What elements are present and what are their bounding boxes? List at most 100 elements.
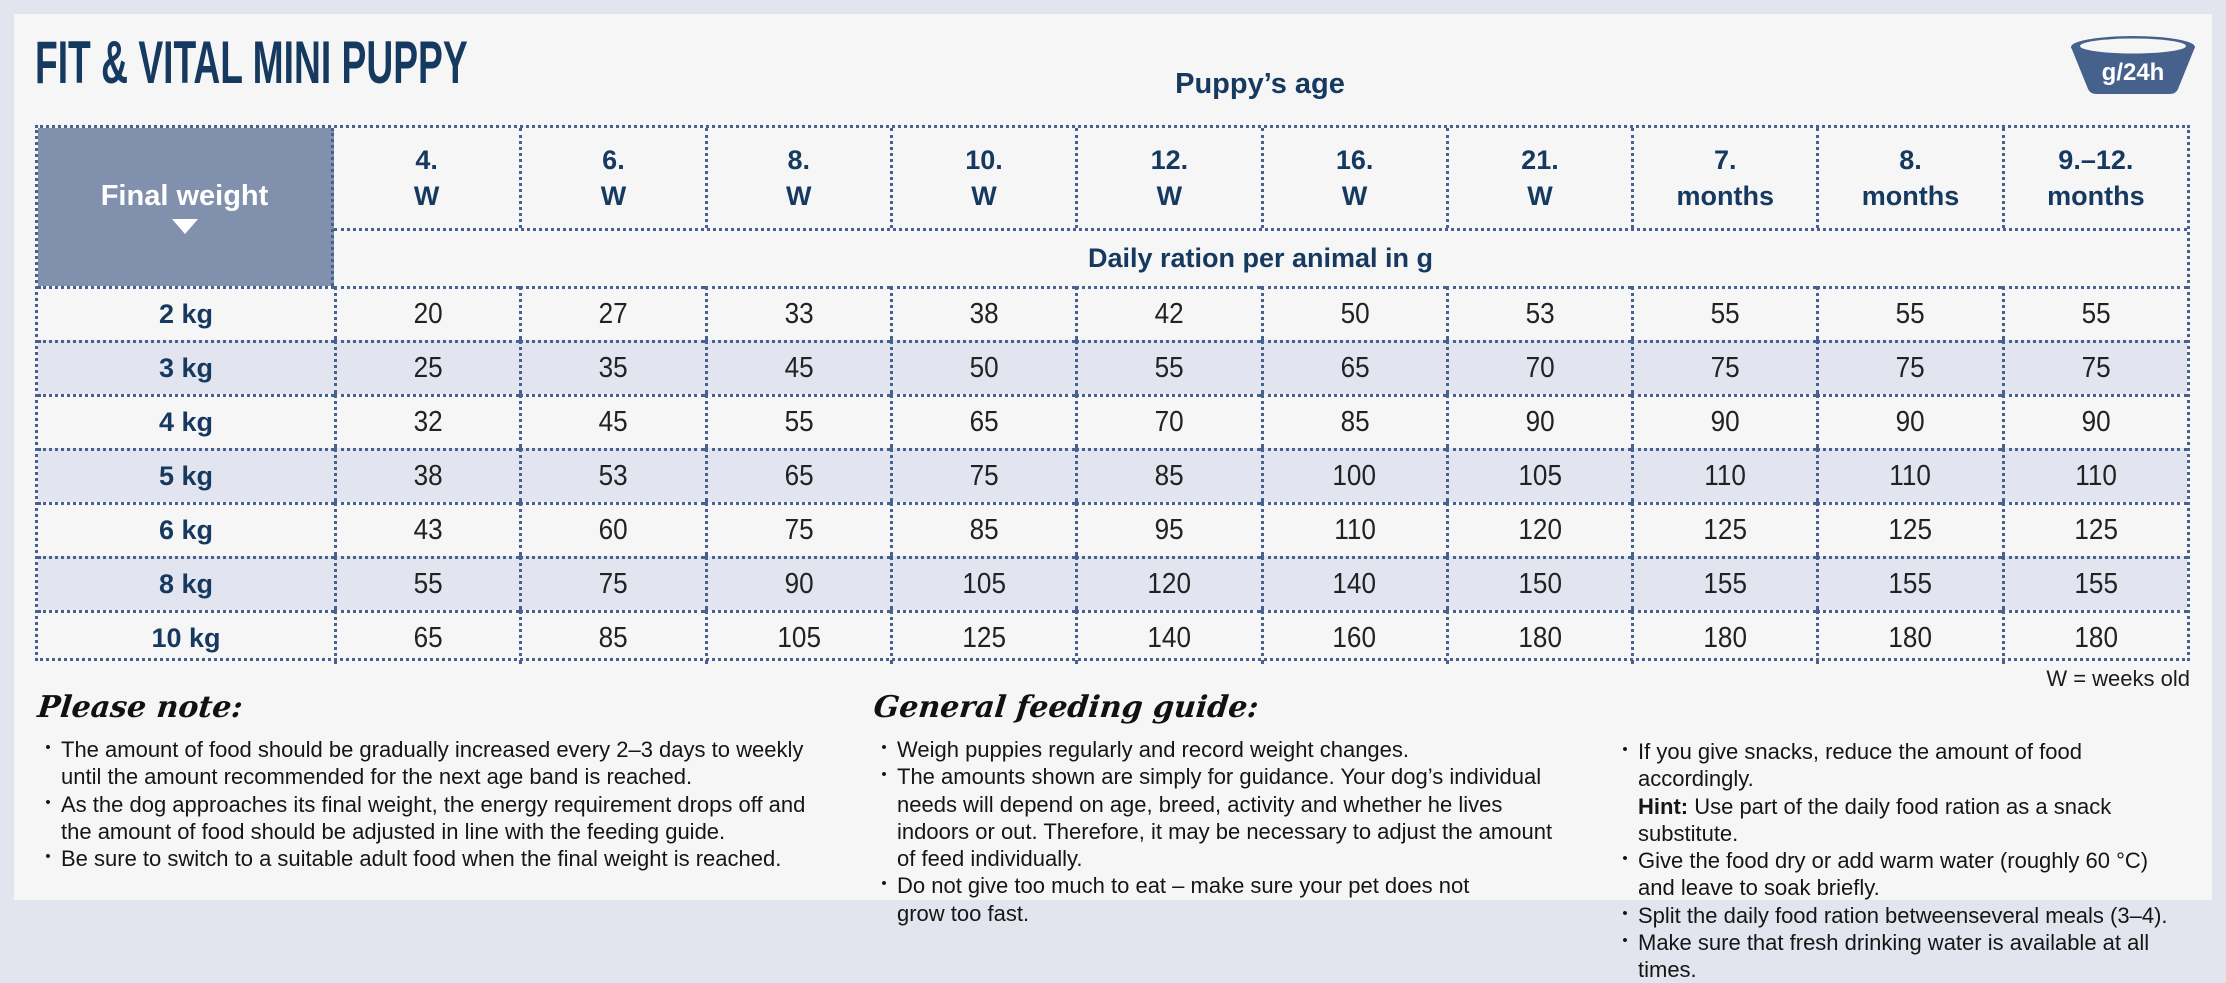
age-header-cell: 9.–12. months [2001,128,2187,228]
ration-value-cell: 105 [889,556,1076,610]
ration-value: 155 [1888,568,1933,600]
age-unit: W [971,181,997,211]
ration-value: 45 [784,352,814,384]
age-unit: W [786,181,812,211]
ration-value: 75 [969,460,999,492]
age-number: 9.–12. [2058,144,2134,175]
ration-value-cell: 20 [334,286,520,340]
ration-value: 90 [1896,406,1926,438]
ration-value: 25 [413,352,443,384]
ration-value: 85 [1340,406,1370,438]
age-number: 4. [415,144,438,175]
ration-value: 105 [962,568,1006,600]
weight-row-header: 2 kg [38,286,334,340]
ration-value: 125 [1703,514,1748,546]
age-unit: W [1527,181,1553,211]
ration-value: 90 [784,568,814,600]
age-number: 8. [787,144,810,175]
weight-row-header: 5 kg [38,448,334,502]
age-header-cell: 6. W [519,128,704,228]
bowl-icon-label: g/24h [2102,59,2165,86]
ration-value: 150 [1518,568,1562,600]
ration-value: 38 [969,298,999,330]
ration-value-cell: 50 [889,340,1076,394]
weight-row-header: 8 kg [38,556,334,610]
ration-value-cell: 27 [519,286,705,340]
ration-value: 100 [1332,460,1377,492]
ration-value: 155 [1703,568,1748,600]
ration-value: 125 [2074,514,2118,546]
page-title: FIT & VITAL MINI PUPPY [35,29,468,96]
ration-value: 55 [413,568,443,600]
bullet-text: The amount of food should be gradually i… [61,737,804,790]
ration-value: 45 [598,406,628,438]
ration-value-cell: 85 [1075,448,1261,502]
ration-value: 38 [413,460,443,492]
ration-value-cell: 90 [1445,394,1632,448]
bullet-dot: • [1622,931,1628,949]
ration-value-cell: 90 [2001,394,2187,448]
ration-value-cell: 42 [1075,286,1261,340]
bullet-dot: • [45,848,51,866]
ration-value-cell: 75 [519,556,705,610]
note-bullet: • The amounts shown are simply for guidan… [871,763,1566,872]
age-number: 12. [1150,144,1189,175]
ration-value: 55 [2081,298,2111,330]
ration-value-cell: 55 [2001,286,2187,340]
bullet-dot: • [881,766,887,784]
down-triangle-icon [171,219,198,234]
ration-value-cell: 140 [1260,556,1446,610]
ration-value: 50 [1340,298,1370,330]
bullet-dot: • [1622,904,1628,922]
ration-value: 42 [1154,298,1184,330]
ration-value-cell: 45 [519,394,705,448]
ration-value: 180 [1518,622,1562,654]
ration-value: 65 [413,622,443,654]
age-number: 8. [1899,144,1922,175]
ration-value: 105 [1518,460,1562,492]
ration-value-cell: 55 [1816,286,2002,340]
bullet-dot: • [881,739,887,756]
ration-value: 90 [1710,406,1740,438]
ration-value-cell: 38 [334,448,520,502]
age-number: 7. [1713,144,1737,175]
feeding-table: Final weight 4. W 6. W 8. W 10. W 12. W 16. W 21. W 7. m… [35,125,2190,664]
ration-value-cell: 85 [1260,394,1446,448]
ration-value-cell: 105 [704,610,890,664]
ration-value-cell: 150 [1445,556,1632,610]
ration-value: 180 [1703,622,1748,654]
food-bowl-icon: g/24h [2071,36,2195,94]
age-unit: W [1341,181,1368,211]
ration-value-cell: 65 [334,610,520,664]
ration-value-cell: 90 [1631,394,1817,448]
ration-value-cell: 180 [1631,610,1817,664]
ration-value: 65 [969,406,999,438]
note-heading [1612,692,2195,736]
age-header-cell: 8. W [704,128,890,228]
ration-value-cell: 180 [1445,610,1632,664]
ration-value-cell: 55 [1075,340,1261,394]
note-heading: Please note: [35,690,245,725]
bullet-text: If you give snacks, reduce the amount of… [1638,739,2112,846]
bullet-text: As the dog approaches its final weight, … [61,791,806,844]
ration-value-cell: 75 [2001,340,2187,394]
ration-value-cell: 55 [1631,286,1817,340]
ration-value: 75 [784,514,814,546]
age-number: 21. [1521,144,1559,175]
age-number: 6. [602,144,625,175]
ration-value: 180 [2074,622,2118,654]
ration-value-cell: 70 [1445,340,1632,394]
note-bullet: • Split the daily food ration betweenseve… [1612,902,2190,929]
ration-value: 90 [1525,406,1555,438]
ration-value: 90 [2081,406,2111,438]
ration-value: 75 [2081,352,2111,384]
ration-value: 55 [1154,352,1184,384]
weight-row-header: 4 kg [38,394,334,448]
note-heading: General feeding guide: [871,690,1261,725]
age-header-cell: 12. W [1075,128,1260,228]
bullet-text: Do not give too much to eat – make sure … [897,873,1470,926]
ration-value: 75 [1710,352,1740,384]
age-header-cell: 10. W [889,128,1075,228]
ration-value-cell: 110 [1260,502,1446,556]
age-number: 16. [1335,144,1374,175]
